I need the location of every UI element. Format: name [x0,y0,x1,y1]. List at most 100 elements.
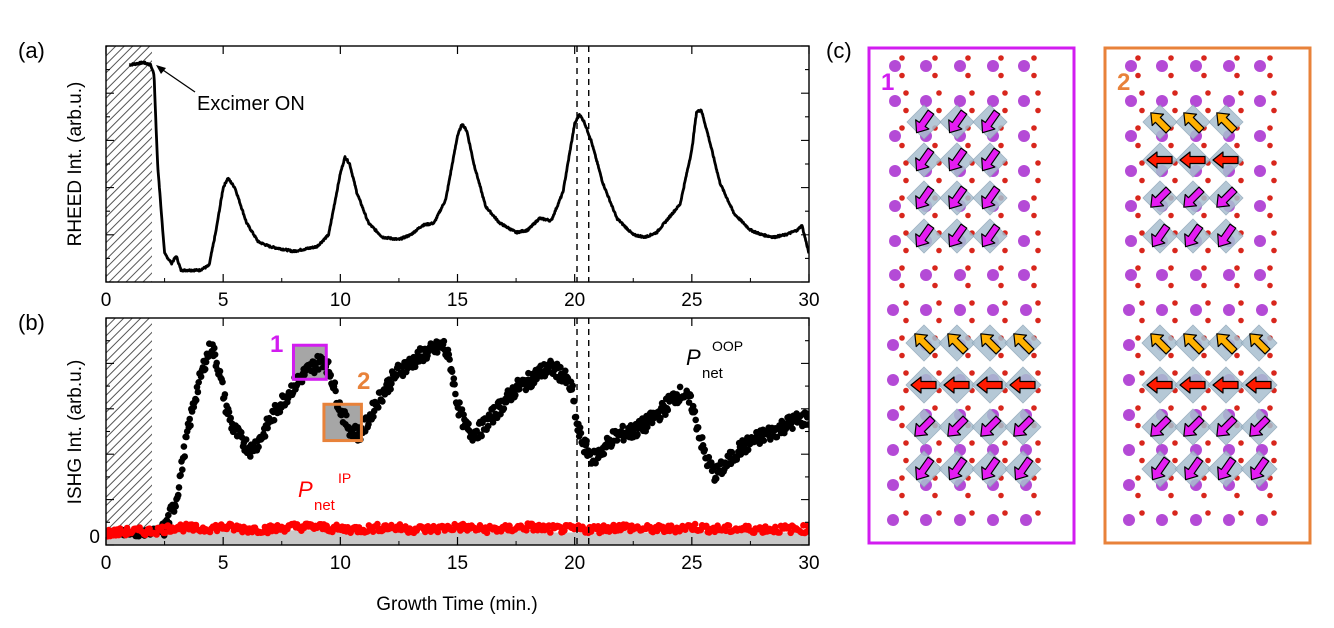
oop-data-point [773,433,781,441]
oop-data-point [387,385,394,393]
oxygen-atom [1271,160,1277,166]
oop-sup: OOP [712,338,743,354]
arrow-shape [1183,333,1205,355]
oop-data-point [694,424,702,431]
oxygen-atom [899,475,905,481]
oxygen-atom [936,90,942,96]
polarization-arrow [915,456,935,481]
oxygen-atom [965,282,971,289]
polarization-arrow [1150,415,1172,437]
oop-data-point [343,411,350,419]
box1-label: 1 [270,331,283,358]
oop-data-point [557,363,564,371]
x-tick-label: 0 [101,290,112,311]
oxygen-atom [936,177,942,184]
oop-data-point [676,383,684,391]
x-tick-label: 25 [681,290,702,311]
oxygen-atom [1267,195,1273,201]
polarization-arrow [1250,456,1270,481]
oxygen-atom [903,457,909,464]
polarization-arrow [1216,415,1238,437]
chart-b-x-ticks: 0 5 10 15 20 25 30 [101,318,820,574]
oxygen-atom [969,457,975,464]
oxygen-atom [899,125,905,131]
polarization-arrow [1150,112,1172,134]
oxygen-atom [1172,510,1178,516]
a-site-atom [1123,444,1135,456]
oop-data-point [170,508,178,515]
oop-data-point [327,371,335,379]
oxygen-atom [1267,265,1273,271]
polarization-arrow [981,109,1001,134]
a-site-atom [954,269,966,281]
oxygen-atom [969,300,975,306]
oop-sub: net [702,365,724,382]
a-site-atom [987,304,999,316]
oxygen-atom [1205,300,1211,306]
a-site-atom [1190,514,1202,526]
a-site-atom [887,514,899,526]
oxygen-atom [1205,177,1211,184]
a-site-atom [1018,165,1030,177]
oxygen-atom [1002,247,1008,254]
oop-data-point [600,450,608,458]
oop-data-point [165,511,172,519]
oxygen-atom [969,370,975,376]
oop-data-point [512,391,519,399]
arrow-shape [1217,223,1237,248]
oxygen-atom [1002,370,1008,376]
oxygen-atom [1238,177,1244,184]
arrow-shape [947,333,969,355]
structure-1-label: 1 [881,69,894,96]
oxygen-atom [1168,282,1174,289]
oxygen-atom [899,265,905,271]
oop-data-point [452,390,459,398]
x-tick-label: 30 [798,290,819,311]
oop-data-point [533,375,540,383]
polarization-arrow [915,147,935,172]
arrow-shape [1217,456,1237,481]
oop-data-point [603,443,610,451]
arrow-shape [1151,456,1171,481]
oxygen-atom [965,212,971,219]
oop-data-point [181,453,188,460]
a-site-atom [1223,95,1235,107]
arrow-shape [1184,456,1204,481]
oxygen-atom [1168,492,1174,499]
oop-data-point [701,446,708,454]
y-tick-label: 0 [89,527,100,548]
oxygen-atom [936,317,942,324]
a-site-atom [887,374,899,386]
a-site-atom [887,444,899,456]
oxygen-atom [1139,387,1145,394]
oxygen-atom [1002,510,1008,516]
oop-data-point [183,433,190,441]
oxygen-atom [1139,160,1145,166]
oxygen-atom [1135,352,1141,359]
oxygen-atom [1271,107,1277,114]
oxygen-atom [903,247,909,254]
oxygen-atom [899,282,905,289]
ip-p: P [298,477,313,502]
ip-data-point [805,525,809,532]
oop-data-point [332,387,339,395]
a-site-atom [1190,60,1202,72]
oxygen-atom [1135,422,1141,429]
a-site-atom [1020,304,1032,316]
oop-p: P [686,345,701,370]
oxygen-atom [936,440,942,446]
a-site-atom [954,304,966,316]
x-tick-label: 25 [681,553,702,574]
oop-data-point [365,421,372,428]
a-site-atom [954,514,966,526]
a-site-atom [1254,269,1266,281]
a-site-atom [1254,130,1266,142]
arrow-shape [1150,415,1172,437]
polarization-arrow [1151,223,1171,248]
oop-data-point [186,415,193,423]
oxygen-atom [899,142,905,149]
oxygen-atom [1035,300,1041,306]
polarization-arrow [1013,415,1035,437]
oxygen-atom [1168,142,1174,149]
a-site-atom [1125,269,1137,281]
